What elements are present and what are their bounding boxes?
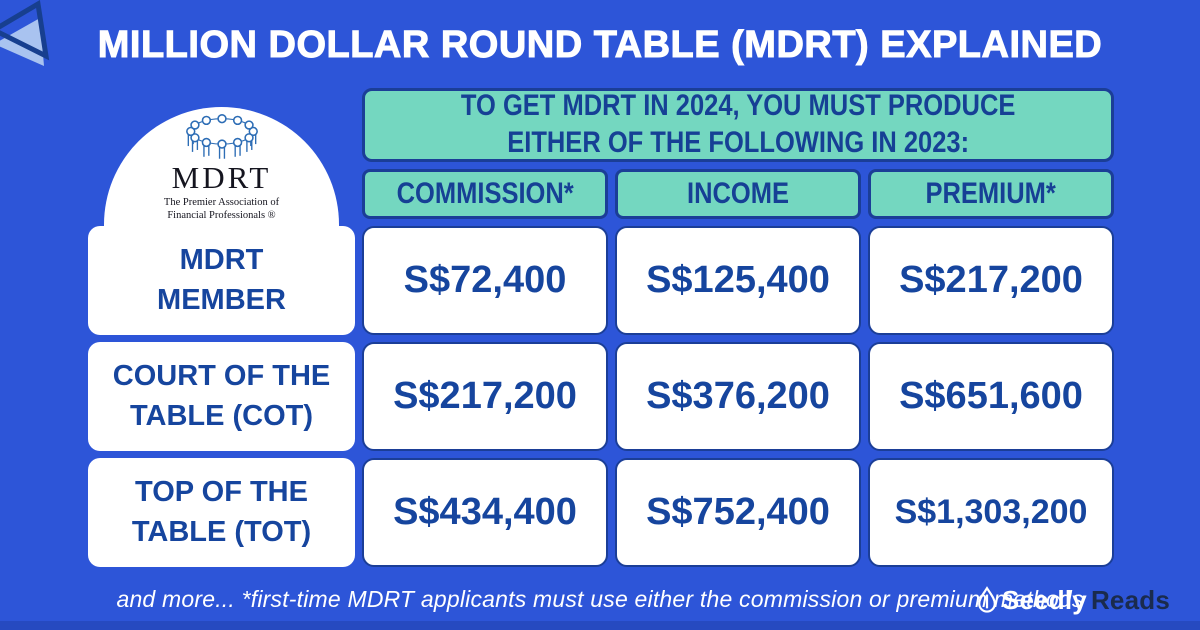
value-tot-premium: S$1,303,200	[868, 458, 1114, 567]
value-tot-income: S$752,400	[615, 458, 861, 567]
value-cot-premium: S$651,600	[868, 342, 1114, 451]
seedly-reads-logo: Seedly Reads	[976, 585, 1170, 616]
column-header-premium: PREMIUM*	[868, 169, 1114, 219]
value-cot-income: S$376,200	[615, 342, 861, 451]
value-mdrt-commission: S$72,400	[362, 226, 608, 335]
page-title: MILLION DOLLAR ROUND TABLE (MDRT) EXPLAI…	[97, 24, 1103, 67]
row-label-cot: COURT OF THE TABLE (COT)	[88, 342, 355, 451]
seedly-wordmark: Seedly	[1001, 585, 1087, 615]
value-mdrt-premium: S$217,200	[868, 226, 1114, 335]
table-header-text: TO GET MDRT IN 2024, YOU MUST PRODUCE EI…	[460, 89, 1016, 159]
mdrt-table: TO GET MDRT IN 2024, YOU MUST PRODUCE EI…	[88, 88, 1114, 567]
column-header-commission: COMMISSION*	[362, 169, 608, 219]
row-label-mdrt-member: MDRT MEMBER	[88, 226, 355, 335]
mdrt-logo-wordmark: MDRT	[171, 159, 272, 195]
table-header-banner: TO GET MDRT IN 2024, YOU MUST PRODUCE EI…	[362, 88, 1114, 162]
footer-note: and more... *first-time MDRT applicants …	[116, 586, 1084, 612]
bottom-shadow-strip	[0, 621, 1200, 630]
column-header-income: INCOME	[615, 169, 861, 219]
value-cot-commission: S$217,200	[362, 342, 608, 451]
seedly-drop-icon	[978, 585, 996, 613]
value-mdrt-income: S$125,400	[615, 226, 861, 335]
double-triangle-icon	[0, 0, 50, 66]
mdrt-logo-tagline: The Premier Association of Financial Pro…	[163, 196, 280, 222]
row-label-tot: TOP OF THE TABLE (TOT)	[88, 458, 355, 567]
round-table-icon	[185, 114, 258, 159]
reads-wordmark: Reads	[1090, 585, 1170, 615]
value-tot-commission: S$434,400	[362, 458, 608, 567]
